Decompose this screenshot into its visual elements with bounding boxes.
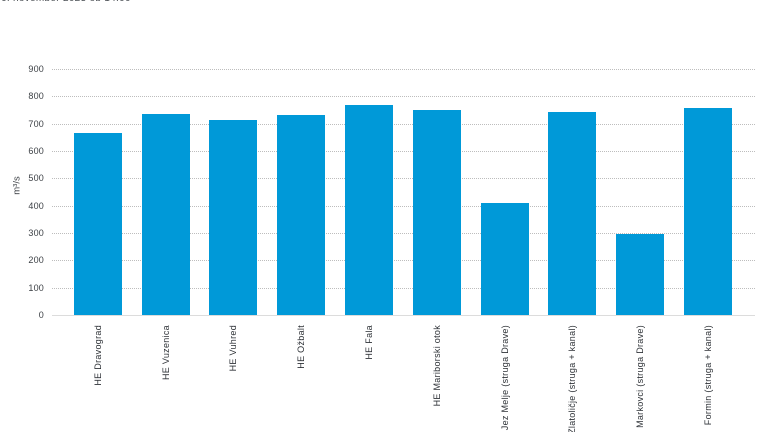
y-tick-label: 600 — [28, 146, 44, 156]
y-tick-label: 100 — [28, 282, 44, 293]
x-axis-label: HE Mariborski otok — [431, 325, 442, 407]
x-axis-label: HE Vuhred — [228, 325, 239, 372]
gridline — [52, 123, 755, 125]
x-axis-label: Jez Melje (struga Drave) — [499, 325, 510, 431]
bar[interactable] — [684, 107, 733, 315]
bar[interactable] — [412, 110, 461, 315]
bar[interactable] — [277, 114, 326, 315]
x-axis-label: HE Fala — [364, 325, 375, 360]
y-tick-label: 900 — [28, 64, 44, 74]
x-axis-label: HE Vuzenica — [160, 325, 171, 380]
date-label: 6. november 2023 ob 14:00 — [1, 0, 131, 5]
y-tick-label: 300 — [28, 228, 44, 238]
bar[interactable] — [548, 111, 597, 315]
bar[interactable] — [616, 233, 665, 315]
bar[interactable] — [209, 119, 258, 315]
gridline — [52, 287, 755, 289]
y-tick-label: 400 — [28, 200, 44, 211]
y-tick-label: 500 — [28, 173, 44, 184]
y-tick-label: 200 — [28, 255, 44, 266]
bar-column: HE Vuzenica — [132, 69, 200, 380]
bar-column: Jez Melje (struga Drave) — [471, 69, 539, 430]
bar[interactable] — [480, 202, 529, 315]
bar-column: Markovci (struga Drave) — [606, 69, 674, 428]
gridline — [52, 178, 755, 180]
gridline — [52, 151, 755, 152]
gridline — [52, 260, 755, 262]
bar[interactable] — [73, 133, 122, 315]
bar-column: HE Mariborski otok — [403, 69, 471, 406]
gridline — [52, 233, 755, 234]
x-axis-label: Zlatoličje (struga + kanal) — [567, 325, 578, 432]
x-axis-line — [52, 315, 755, 316]
y-tick-label: 0 — [38, 310, 44, 320]
x-axis-label: Markovci (struga Drave) — [635, 325, 646, 428]
y-tick-label: 800 — [28, 91, 44, 102]
gridline — [52, 96, 755, 98]
x-axis-label: HE Ožbalt — [296, 325, 307, 369]
bar[interactable] — [141, 114, 190, 315]
x-axis-label: HE Dravograd — [92, 325, 103, 386]
bar-column: HE Dravograd — [64, 69, 132, 386]
gridline — [52, 69, 755, 70]
bar[interactable] — [345, 104, 394, 315]
x-axis-label: Formin (struga + kanal) — [703, 325, 714, 426]
bar-column: HE Ožbalt — [267, 69, 335, 369]
bar-column: HE Fala — [335, 69, 403, 360]
bars-row: HE Dravograd HE Vuzenica HE Vuhred HE Ožbal… — [64, 69, 742, 432]
bar-column: Zlatoličje (struga + kanal) — [539, 69, 607, 432]
bar-column: HE Vuhred — [200, 69, 268, 371]
bar-column: Formin (struga + kanal) — [674, 69, 742, 425]
gridline — [52, 205, 755, 207]
y-tick-label: 700 — [28, 118, 44, 129]
